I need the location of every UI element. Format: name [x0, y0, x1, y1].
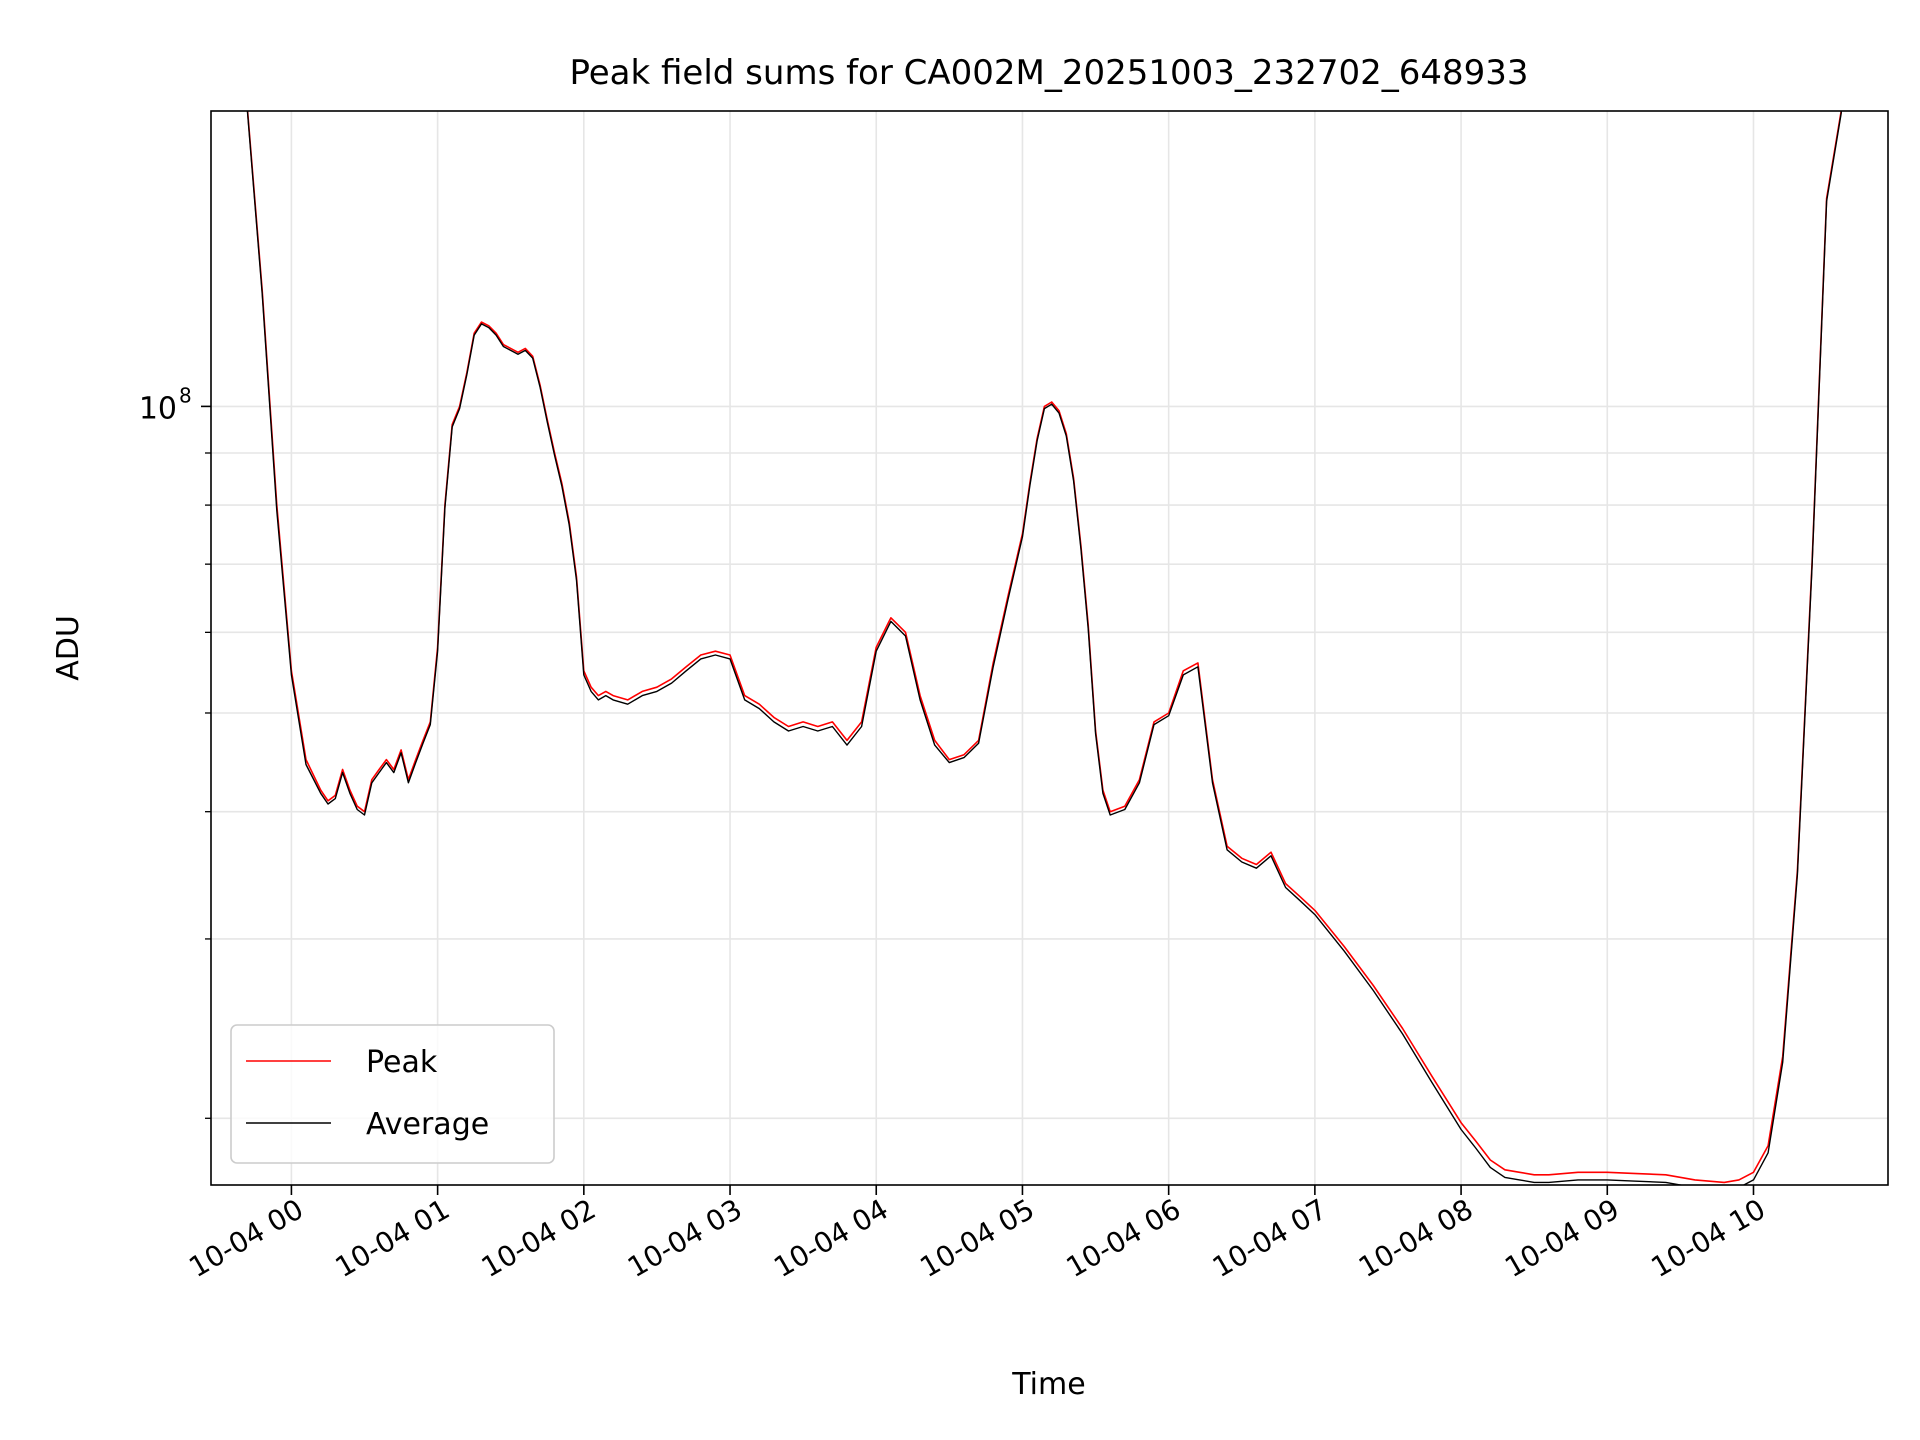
legend-box — [230, 1024, 555, 1164]
x-axis-label: Time — [1011, 1367, 1085, 1402]
legend: Peak Average — [230, 1024, 555, 1164]
series-layer — [246, 111, 1843, 1185]
grid — [211, 111, 1888, 1185]
series-line-average — [246, 111, 1843, 1185]
y-tick-label: 10 — [139, 391, 177, 426]
legend-average-label: Average — [366, 1107, 489, 1142]
y-axis-label: ADU — [51, 615, 86, 681]
legend-peak-label: Peak — [366, 1045, 438, 1080]
chart-title: Peak field sums for CA002M_20251003_2327… — [569, 53, 1528, 93]
y-tick-label-exponent: 8 — [179, 383, 192, 407]
plot-frame — [210, 110, 1889, 1186]
